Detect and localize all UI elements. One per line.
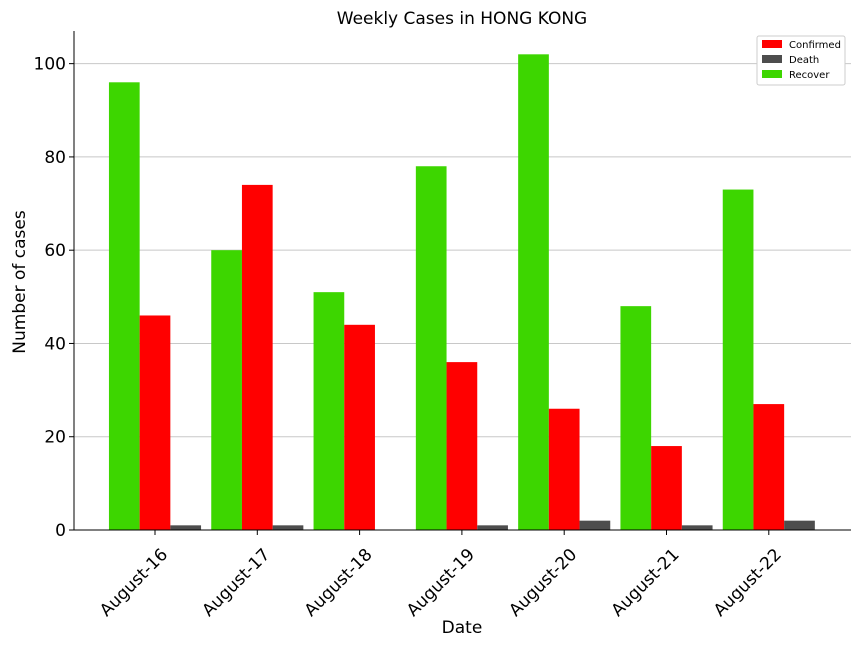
x-tick-label: August-19 [403,545,479,621]
x-tick-label: August-16 [96,545,172,621]
legend-swatch-recover [762,70,782,78]
legend-label-death: Death [789,55,819,66]
y-tick-label: 80 [44,148,66,168]
bar-recover-august-20 [518,54,549,531]
bar-death-august-16 [170,525,202,530]
legend-swatch-confirmed [762,40,782,48]
bar-recover-august-16 [108,82,140,530]
grid [74,63,851,438]
y-tick-label: 100 [34,55,66,75]
bar-death-august-22 [784,520,815,530]
bar-confirmed-august-17 [241,184,273,530]
x-tick-label: August-22 [710,545,786,621]
x-axis-label: Date [442,618,483,638]
y-tick-label: 0 [55,521,66,541]
x-ticks: August-16 August-17 August-18 August-19 Augu… [96,530,786,621]
chart-title: Weekly Cases in HONG KONG [337,9,587,29]
x-tick-label: August-18 [301,545,377,621]
axes [73,31,851,531]
y-tick-label: 40 [44,334,66,354]
bar-recover-august-21 [620,306,652,530]
bar-confirmed-august-19 [446,362,478,530]
bar-confirmed-august-21 [651,446,682,530]
bar-recover-august-22 [722,189,754,531]
x-tick-label: August-21 [608,545,684,621]
y-axis-label: Number of cases [10,210,30,354]
legend-swatch-death [762,55,782,63]
bar-confirmed-august-22 [753,404,785,530]
legend: Confirmed Death Recover [756,35,846,86]
bars [108,54,815,531]
bar-death-august-21 [681,525,713,530]
bar-death-august-17 [272,525,304,530]
y-tick-label: 20 [44,428,66,448]
y-ticks: 0 20 40 60 80 100 [34,55,74,541]
bar-confirmed-august-20 [548,408,580,530]
x-tick-label: August-17 [198,545,274,621]
legend-label-recover: Recover [789,70,830,81]
bar-recover-august-17 [211,250,242,530]
bar-confirmed-august-16 [139,315,171,530]
legend-label-confirmed: Confirmed [789,40,841,51]
bar-death-august-19 [477,525,508,530]
bar-recover-august-18 [313,292,345,530]
y-tick-label: 60 [44,241,66,261]
x-tick-label: August-20 [505,545,581,621]
bar-death-august-20 [579,520,611,530]
bar-recover-august-19 [415,166,447,531]
bar-confirmed-august-18 [344,324,375,530]
